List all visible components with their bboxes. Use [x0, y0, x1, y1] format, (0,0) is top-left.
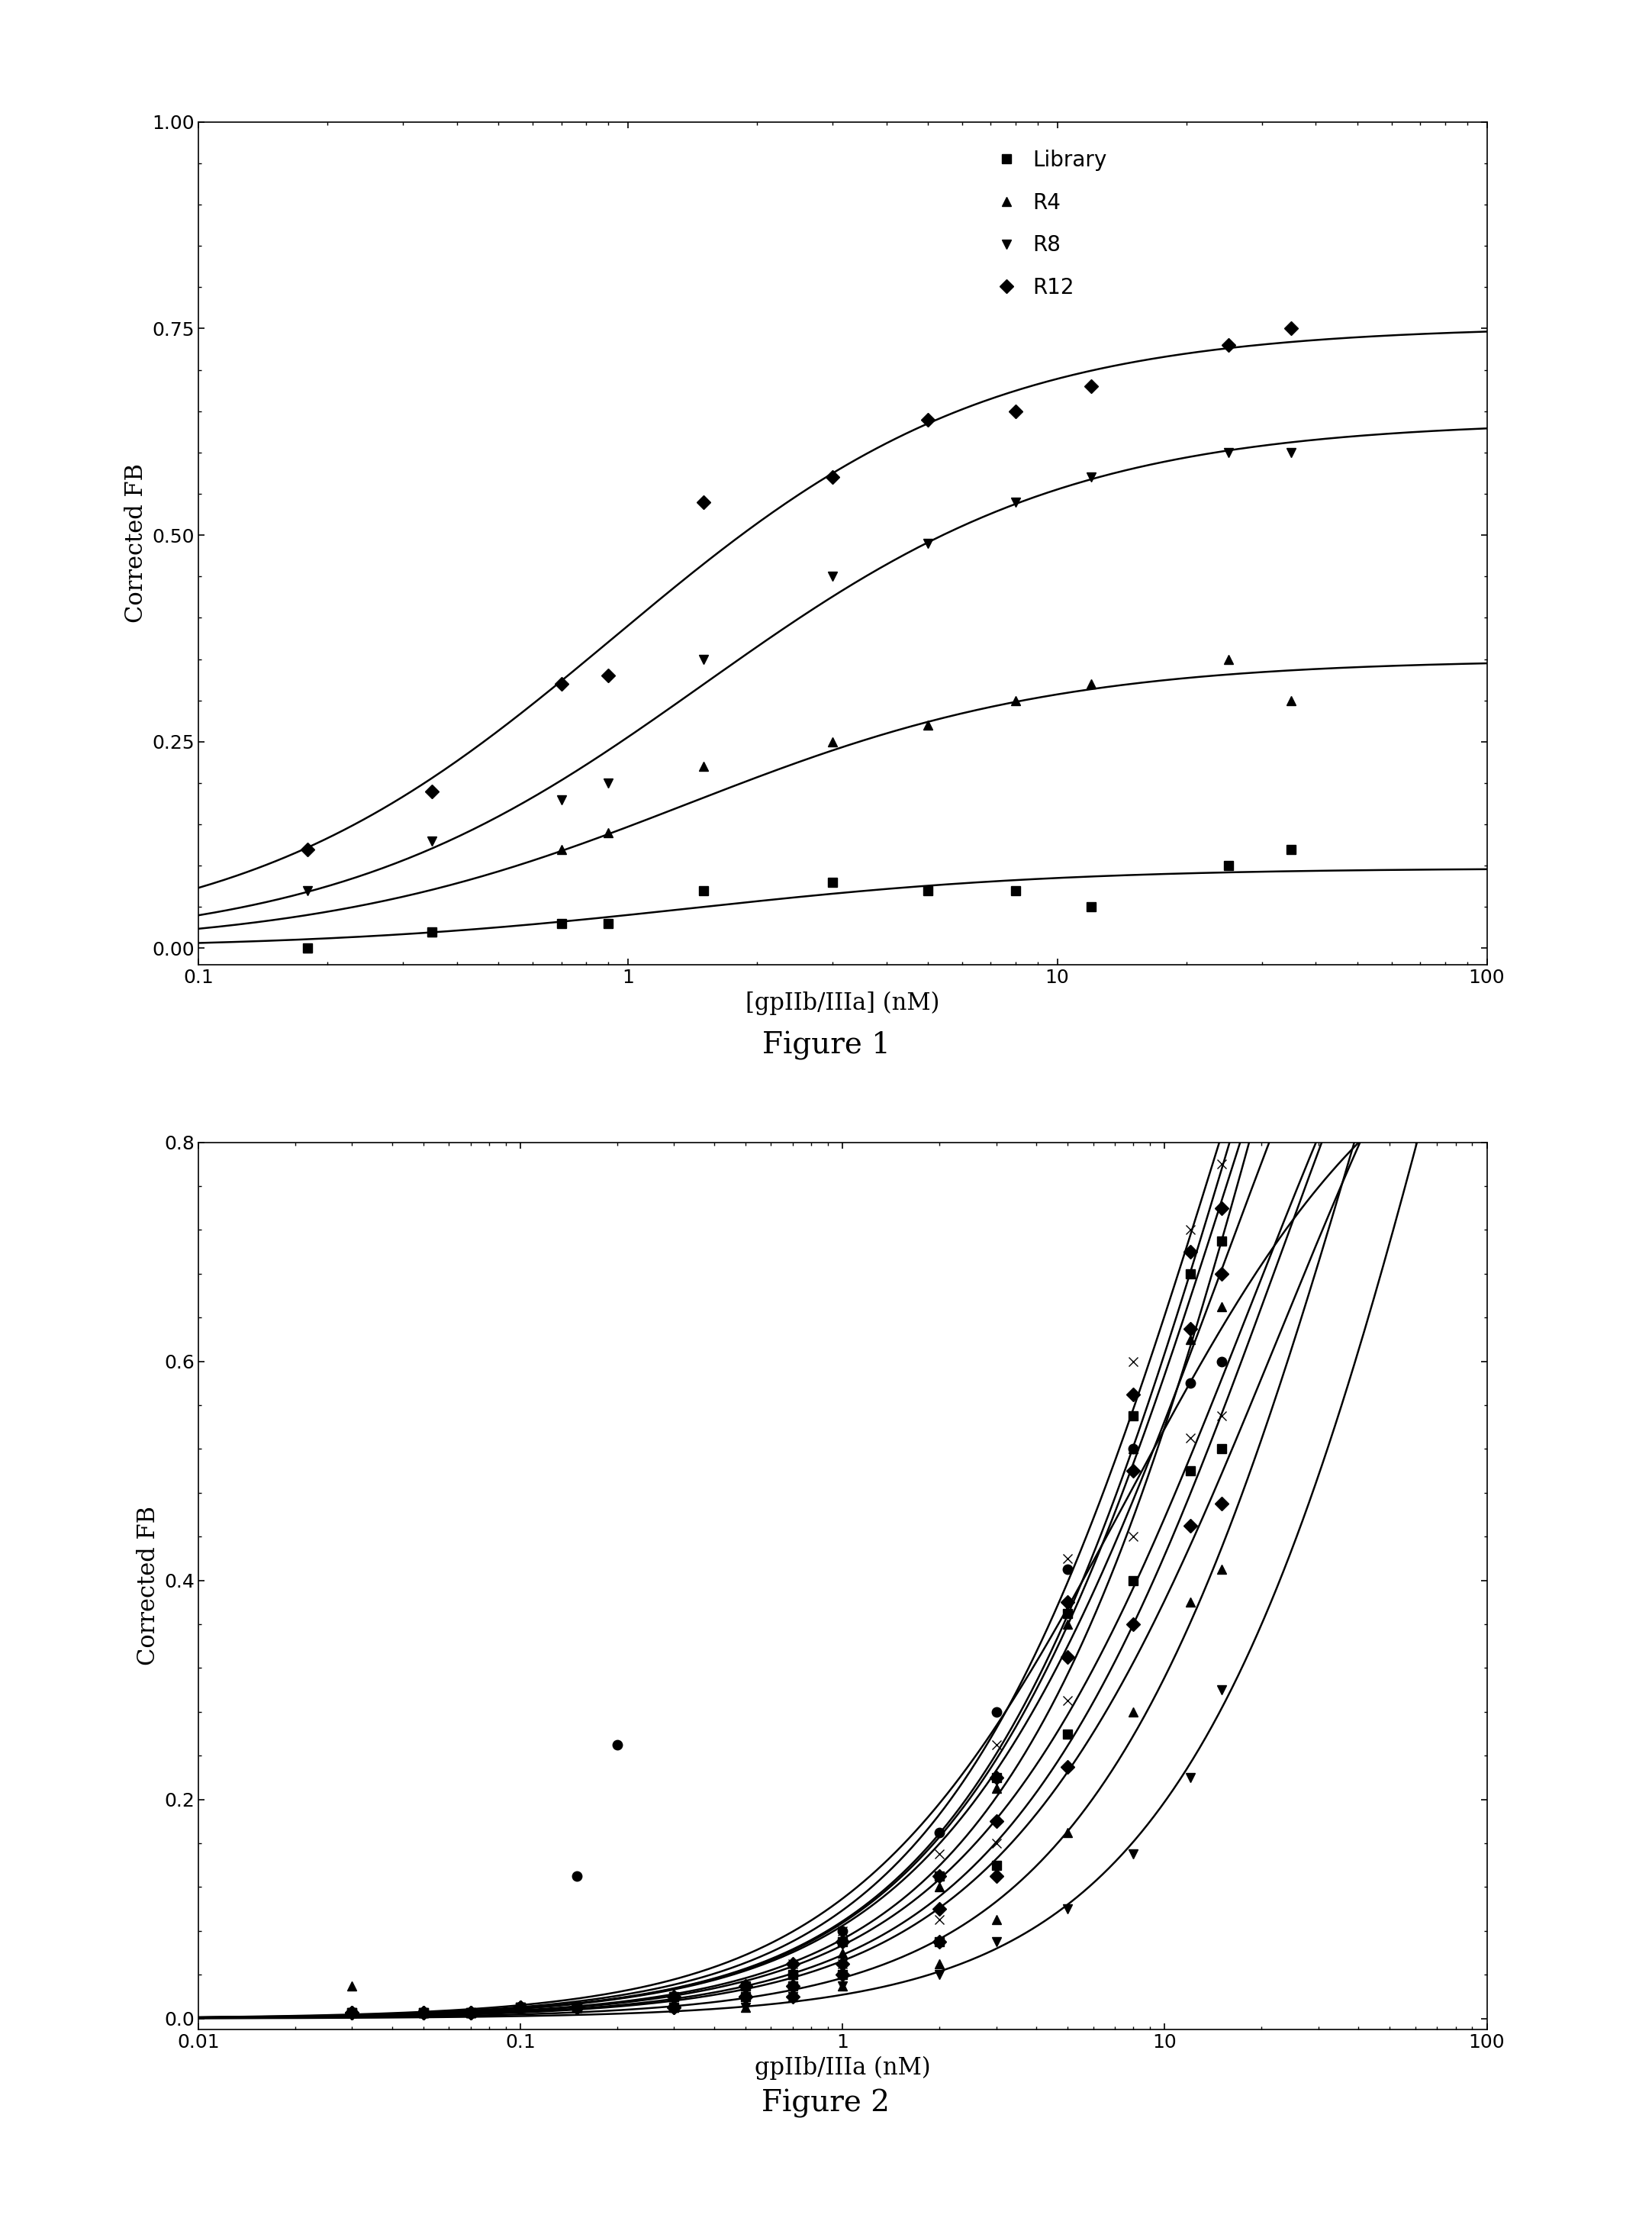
R12 — [1280, 315, 1300, 342]
Library — [1082, 894, 1102, 920]
Line: R12: R12 — [302, 324, 1295, 854]
R12 — [1082, 373, 1102, 399]
R8 — [1218, 439, 1237, 466]
R4 — [598, 818, 618, 845]
R4 — [694, 754, 714, 781]
R12 — [598, 663, 618, 690]
Text: Figure 1: Figure 1 — [762, 1031, 890, 1060]
R12 — [297, 836, 317, 863]
Library — [1280, 836, 1300, 863]
R12 — [1006, 397, 1026, 424]
Library — [552, 909, 572, 936]
R4 — [1082, 670, 1102, 696]
Line: Library: Library — [302, 845, 1295, 954]
Text: Figure 2: Figure 2 — [762, 2089, 890, 2118]
Legend: Library, R4, R8, R12: Library, R4, R8, R12 — [981, 142, 1115, 306]
Library — [1006, 876, 1026, 903]
Y-axis label: Corrected FB: Corrected FB — [124, 464, 147, 623]
R12 — [823, 464, 843, 490]
Library — [919, 876, 938, 903]
R8 — [694, 645, 714, 672]
R8 — [919, 530, 938, 557]
R8 — [598, 770, 618, 796]
Library — [1218, 852, 1237, 878]
Library — [694, 876, 714, 903]
R4 — [1280, 688, 1300, 714]
R8 — [1082, 464, 1102, 490]
Library — [823, 869, 843, 896]
R4 — [297, 936, 317, 963]
R12 — [1218, 333, 1237, 359]
R4 — [421, 918, 441, 945]
R12 — [552, 670, 572, 696]
R8 — [1006, 488, 1026, 515]
Line: R4: R4 — [302, 654, 1295, 954]
X-axis label: gpIIb/IIIa (nM): gpIIb/IIIa (nM) — [755, 2056, 930, 2080]
Line: R8: R8 — [302, 448, 1295, 896]
X-axis label: [gpIIb/IIIa] (nM): [gpIIb/IIIa] (nM) — [745, 991, 940, 1016]
Library — [297, 936, 317, 963]
R4 — [823, 728, 843, 754]
R8 — [552, 785, 572, 812]
R4 — [1218, 645, 1237, 672]
R8 — [297, 876, 317, 903]
Library — [598, 909, 618, 936]
R8 — [1280, 439, 1300, 466]
R4 — [552, 836, 572, 863]
R8 — [823, 563, 843, 590]
R12 — [421, 779, 441, 805]
R4 — [919, 712, 938, 739]
R8 — [421, 827, 441, 854]
Library — [421, 918, 441, 945]
R12 — [694, 488, 714, 515]
Y-axis label: Corrected FB: Corrected FB — [135, 1506, 160, 1666]
R4 — [1006, 688, 1026, 714]
R12 — [919, 406, 938, 433]
